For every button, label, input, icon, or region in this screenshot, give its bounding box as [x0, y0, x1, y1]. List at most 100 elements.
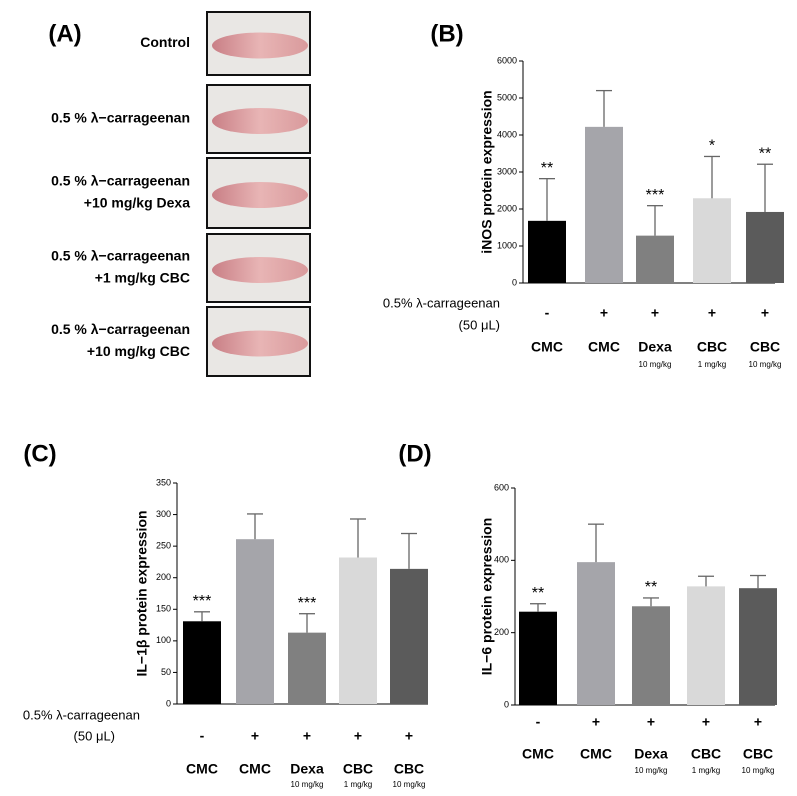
y-tick-label: 200 [156, 572, 171, 582]
treatment-sign: + [405, 728, 413, 744]
y-tick-label: 100 [156, 635, 171, 645]
bar [636, 235, 674, 283]
paw [212, 32, 308, 59]
dose-label: 10 mg/kg [639, 360, 672, 369]
y-tick-label: 50 [161, 667, 171, 677]
x-tick-label: CMC [588, 339, 620, 355]
bar [693, 198, 731, 283]
row-label: +10 mg/kg Dexa [84, 195, 190, 211]
y-tick-label: 0 [512, 277, 517, 287]
significance: * [709, 138, 715, 155]
y-tick-label: 0 [166, 698, 171, 708]
error-bar [530, 603, 546, 612]
error-bar [194, 611, 210, 622]
x-tick-label: CBC [691, 746, 721, 762]
y-axis-label: IL−6 protein expression [479, 518, 495, 676]
y-tick-label: 1000 [497, 240, 517, 250]
significance: *** [193, 593, 212, 610]
treatment-sign: + [754, 714, 762, 730]
y-tick-label: 150 [156, 604, 171, 614]
significance: ** [645, 579, 657, 596]
treatment-sign: + [708, 305, 716, 321]
bar [528, 220, 566, 283]
panel-label: (B) [430, 20, 463, 47]
dose-label: 10 mg/kg [749, 360, 782, 369]
paw [212, 182, 308, 208]
bar [577, 562, 615, 705]
row-label: 0.5 % λ−carrageenan [51, 321, 190, 337]
error-bar [704, 155, 720, 199]
y-tick-label: 0 [504, 699, 509, 709]
y-tick-label: 400 [494, 555, 509, 565]
treatment-sign: + [303, 728, 311, 744]
bar [739, 588, 777, 705]
y-tick-label: 4000 [497, 129, 517, 139]
y-tick-label: 350 [156, 477, 171, 487]
error-bar [299, 613, 315, 633]
panel-label: (D) [398, 440, 431, 467]
row-label: +10 mg/kg CBC [87, 343, 190, 359]
x-tick-label: Dexa [634, 746, 668, 762]
bar [236, 539, 274, 704]
treatment-sign: + [600, 305, 608, 321]
row-label: 0.5 % λ−carrageenan [51, 173, 190, 189]
dose-label: 1 mg/kg [692, 766, 720, 775]
treatment-label: 0.5% λ-carrageenan [23, 707, 140, 722]
y-tick-label: 200 [494, 627, 509, 637]
x-tick-label: Dexa [290, 761, 324, 777]
x-tick-label: Dexa [638, 339, 672, 355]
bar [390, 568, 428, 704]
x-tick-label: CMC [580, 746, 612, 762]
row-label: 0.5 % λ−carrageenan [51, 248, 190, 264]
panel-label: (C) [23, 440, 56, 467]
error-bar [757, 163, 773, 212]
panel-label: (A) [48, 20, 81, 47]
treatment-sign: + [251, 728, 259, 744]
treatment-sign: + [761, 305, 769, 321]
paw [212, 257, 308, 283]
error-bar [350, 518, 366, 558]
x-tick-label: CMC [522, 746, 554, 762]
error-bar [750, 574, 766, 589]
y-tick-label: 5000 [497, 92, 517, 102]
bar [585, 126, 623, 283]
x-tick-label: CBC [343, 761, 373, 777]
dose-label: 10 mg/kg [291, 780, 324, 789]
y-axis-label: iNOS protein expression [479, 90, 495, 253]
significance: ** [541, 160, 553, 177]
bar [183, 621, 221, 704]
significance: ** [532, 585, 544, 602]
bar [687, 586, 725, 705]
significance: ** [759, 145, 771, 162]
treatment-sign: + [354, 728, 362, 744]
bar [339, 557, 377, 704]
bar [519, 611, 557, 705]
treatment-sign: + [702, 714, 710, 730]
row-label: Control [140, 34, 190, 50]
error-bar [596, 89, 612, 127]
row-label: 0.5 % λ−carrageenan [51, 110, 190, 126]
bar [632, 606, 670, 705]
treatment-sign: - [536, 714, 541, 730]
bar [288, 632, 326, 704]
treatment-sign: - [545, 305, 550, 321]
dose-label: 10 mg/kg [742, 766, 775, 775]
error-bar [588, 523, 604, 563]
treatment-sign: + [651, 305, 659, 321]
y-tick-label: 300 [156, 509, 171, 519]
dose-label: 10 mg/kg [635, 766, 668, 775]
y-tick-label: 600 [494, 482, 509, 492]
y-tick-label: 3000 [497, 166, 517, 176]
error-bar [698, 575, 714, 587]
dose-label: 1 mg/kg [698, 360, 726, 369]
treatment-label: 0.5% λ-carrageenan [383, 295, 500, 310]
treatment-sign: + [592, 714, 600, 730]
significance: *** [646, 187, 665, 204]
dose-label: 1 mg/kg [344, 780, 372, 789]
x-tick-label: CMC [239, 761, 271, 777]
bar [746, 211, 784, 283]
x-tick-label: CBC [743, 746, 773, 762]
y-axis-label: IL−1β protein expression [134, 510, 150, 676]
paw [212, 330, 308, 357]
y-tick-label: 2000 [497, 203, 517, 213]
